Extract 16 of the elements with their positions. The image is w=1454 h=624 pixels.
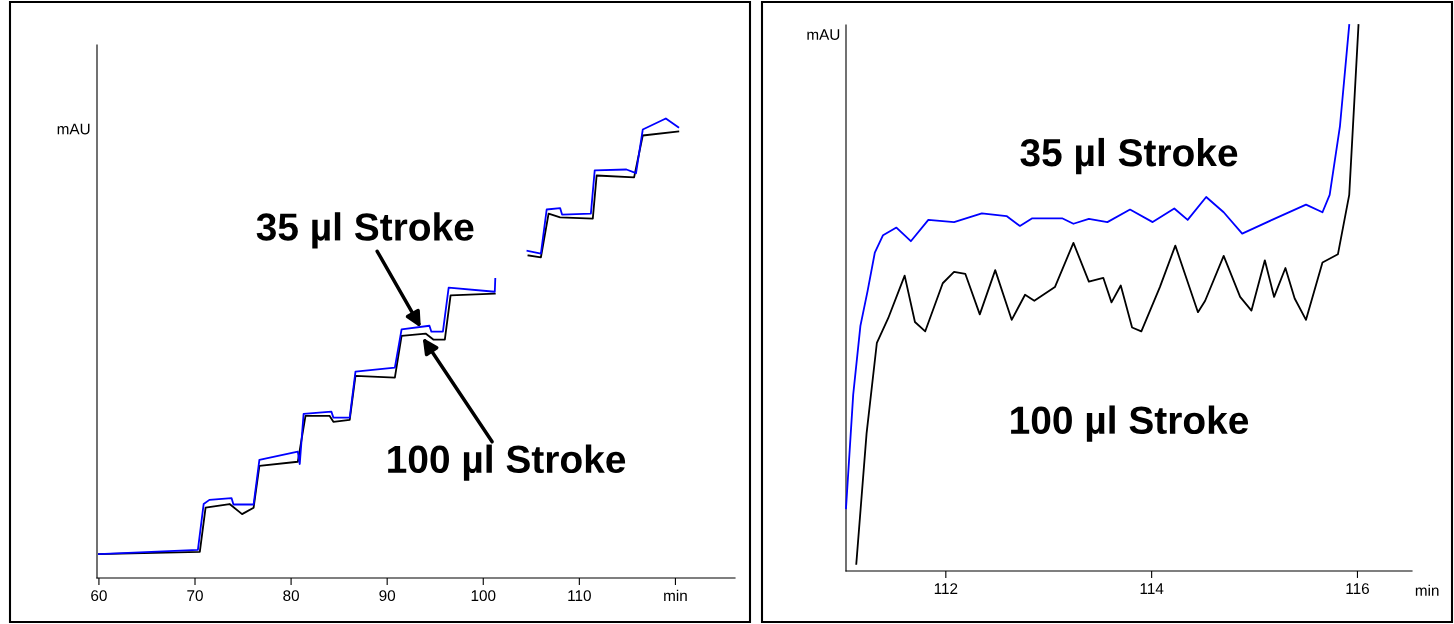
y-axis-title: mAU (807, 29, 840, 41)
x-tick-label: 116 (1346, 583, 1369, 595)
x-tick-label: 110 (568, 590, 591, 602)
x-tick-label: 70 (187, 590, 203, 602)
x-tick-label: 90 (379, 590, 396, 602)
x-tick-label: min (664, 589, 687, 601)
x-tick-label: 80 (283, 590, 299, 602)
x-tick-label: 60 (91, 590, 107, 602)
annotation: 100 µl Stroke (1011, 405, 1249, 442)
x-tick-label: 112 (934, 583, 958, 594)
annotation: 35 µl Stroke (256, 212, 474, 249)
annotation: 100 µl Stroke (388, 444, 626, 481)
x-tick-label: 114 (1140, 583, 1164, 594)
annotation: 35 µl Stroke (1020, 137, 1238, 175)
y-axis-title: mAU (57, 123, 90, 135)
x-tick-label: 100 (471, 590, 496, 602)
